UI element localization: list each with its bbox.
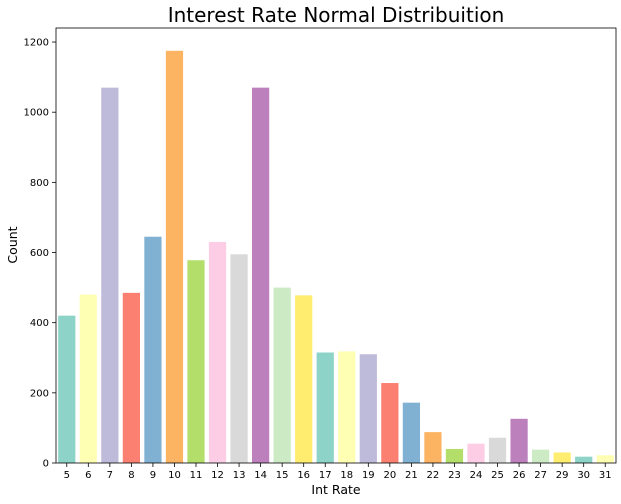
bar (553, 452, 571, 463)
x-tick-label: 17 (319, 470, 332, 481)
bar (359, 354, 377, 463)
x-tick-label: 26 (513, 470, 526, 481)
bar (122, 292, 140, 463)
x-tick-label: 6 (85, 470, 91, 481)
bar (381, 383, 399, 463)
x-tick-label: 31 (599, 470, 612, 481)
x-tick-label: 18 (340, 470, 353, 481)
x-axis-label: Int Rate (311, 482, 360, 497)
y-tick-label: 600 (30, 248, 49, 259)
bar (273, 287, 291, 463)
chart-title: Interest Rate Normal Distribuition (168, 3, 505, 27)
x-tick-label: 5 (64, 470, 70, 481)
x-tick-label: 12 (211, 470, 224, 481)
x-tick-label: 13 (233, 470, 246, 481)
y-tick-label: 0 (43, 459, 49, 470)
bar (165, 50, 184, 464)
bar (445, 448, 464, 463)
bar (402, 402, 420, 463)
x-tick-label: 20 (383, 470, 396, 481)
x-tick-label: 8 (128, 470, 134, 481)
x-tick-label: 14 (254, 470, 267, 481)
bar (338, 351, 356, 463)
x-tick-label: 15 (276, 470, 289, 481)
bar (187, 260, 205, 463)
plot-area: 0 200 400 600 800 1000 1200 5 6 7 8 9 10 11 12 13 14 15 16… (24, 27, 617, 481)
x-tick-label: 24 (470, 470, 483, 481)
x-tick-label: 19 (362, 470, 375, 481)
y-tick-label: 400 (30, 318, 49, 329)
bar (144, 236, 162, 463)
bar (252, 87, 270, 463)
x-tick-label: 21 (405, 470, 418, 481)
bar (596, 455, 614, 463)
bar (295, 295, 313, 463)
x-tick-label: 23 (448, 470, 461, 481)
bar (488, 437, 507, 463)
x-tick-label: 9 (150, 470, 156, 481)
y-tick-label: 1200 (24, 38, 49, 49)
bar (79, 294, 97, 463)
bar (467, 443, 485, 463)
x-tick-label: 29 (556, 470, 569, 481)
x-tick-label: 30 (577, 470, 590, 481)
x-tick-label: 10 (168, 470, 181, 481)
y-tick-label: 200 (30, 388, 49, 399)
bar (575, 456, 593, 463)
bar (532, 449, 550, 463)
plot-frame (55, 27, 617, 464)
x-tick-label: 11 (190, 470, 203, 481)
bar (58, 315, 76, 463)
bar (101, 87, 119, 463)
y-axis-label: Count (5, 226, 20, 263)
x-tick-label: 25 (491, 470, 504, 481)
bar (424, 432, 442, 463)
bar (316, 352, 334, 463)
x-tick-label: 27 (534, 470, 547, 481)
bar (230, 254, 248, 463)
bar (510, 418, 528, 463)
x-tick-label: 7 (107, 470, 113, 481)
bar (208, 241, 227, 463)
y-tick-label: 1000 (24, 108, 49, 119)
x-tick-label: 22 (427, 470, 440, 481)
y-tick-label: 800 (30, 178, 49, 189)
x-tick-label: 16 (297, 470, 310, 481)
